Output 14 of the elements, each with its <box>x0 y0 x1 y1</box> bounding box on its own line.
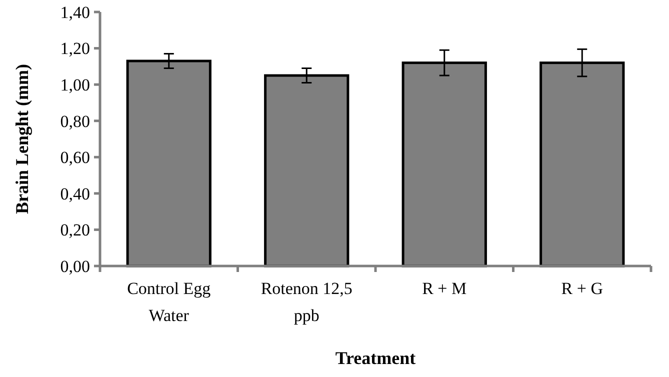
y-tick-label: 0,80 <box>60 112 90 131</box>
y-tick-label: 0,40 <box>60 184 90 204</box>
y-tick-label: 0,60 <box>60 148 90 168</box>
y-tick-label: 0,00 <box>60 256 90 276</box>
x-tick-label: R + M <box>422 279 467 298</box>
x-tick-label: R + G <box>561 279 603 298</box>
y-axis-title: Brain Lenght (mm) <box>12 64 32 214</box>
y-tick-label: 1,00 <box>60 76 90 95</box>
y-tick-label: 0,20 <box>60 220 90 240</box>
x-axis-title: Treatment <box>335 348 416 368</box>
y-tick-label: 1,20 <box>60 39 90 58</box>
y-tick-label: 1,40 <box>60 2 90 22</box>
x-tick-label: Rotenon 12,5 ppb <box>260 279 352 325</box>
x-tick-label: Control Egg Water <box>127 279 212 325</box>
